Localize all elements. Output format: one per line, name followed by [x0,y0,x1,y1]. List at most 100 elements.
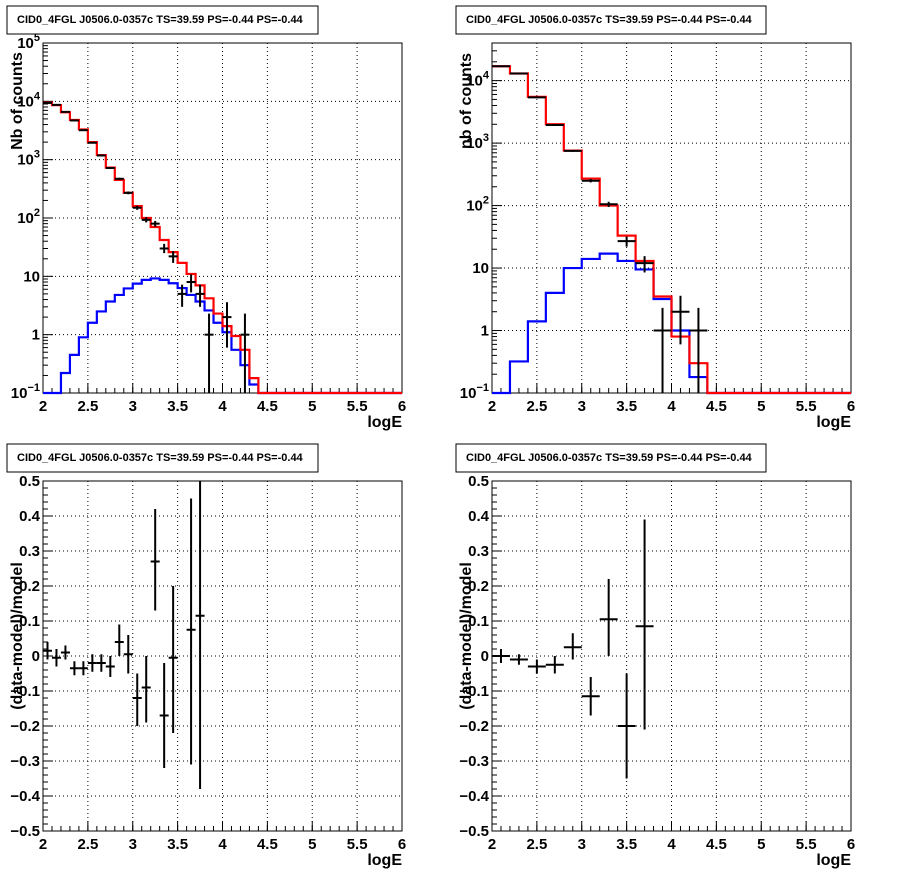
y-tick-label: −0.5 [459,823,489,840]
data-point [60,645,70,660]
data-point [581,179,600,183]
data-point [132,673,142,726]
x-tick-label: 5 [308,398,316,415]
y-tick-label: −0.1 [10,683,40,700]
y-tick-label: 105 [17,32,40,52]
y-tick-label: 0.1 [468,613,489,630]
y-axis-label: nb of counts [458,53,475,149]
data-point [141,217,151,223]
x-tick-label: 4.5 [257,398,278,415]
x-tick-label: 5.5 [347,836,368,853]
data-point [599,201,618,207]
y-tick-label: 0.3 [468,543,489,560]
data-point [150,220,160,227]
data-point [689,307,708,393]
data-point [186,498,196,765]
x-tick-label: 4 [667,398,676,415]
data-point [123,635,133,674]
y-tick-label: −0.4 [459,788,489,805]
y-axis-label: Nb of counts [9,52,26,150]
data-point [635,256,654,273]
x-tick-label: 3 [129,398,137,415]
data-point [105,656,115,677]
data-point [168,586,178,733]
x-tick-label: 3.5 [167,398,188,415]
data-point [527,659,546,674]
data-point [132,205,142,210]
data-point [168,251,178,263]
data-point [43,642,52,660]
x-tick-label: 3.5 [167,836,188,853]
data-point [51,649,61,667]
x-tick-label: 4.5 [257,836,278,853]
data-point [671,295,690,345]
x-tick-label: 4 [218,836,227,853]
chart-title: CID0_4FGL J0506.0-0357c TS=39.59 PS=-0.4… [466,14,753,26]
y-axis-label: (data-model)/model [9,562,26,710]
y-tick-label: −0.2 [10,718,40,735]
x-tick-label: 4.5 [706,398,727,415]
x-tick-label: 5 [757,398,765,415]
x-tick-label: 2 [488,398,496,415]
y-tick-label: −0.5 [10,823,40,840]
data-point [195,284,205,307]
data-point [69,119,79,122]
data-point [159,243,169,254]
x-tick-label: 3.5 [616,836,637,853]
x-tick-label: 5.5 [796,836,817,853]
x-tick-label: 2.5 [526,836,547,853]
data-point [563,149,582,152]
x-tick-label: 5.5 [347,398,368,415]
y-tick-label: 0.4 [468,508,490,525]
chart-title: CID0_4FGL J0506.0-0357c TS=39.59 PS=-0.4… [17,452,304,464]
x-tick-label: 4.5 [706,836,727,853]
data-point [563,633,582,660]
y-tick-label: 0.1 [19,613,40,630]
x-tick-label: 2.5 [77,836,98,853]
chart-title-box [455,443,767,473]
data-point [204,313,214,393]
x-tick-label: 3 [578,398,586,415]
data-point [653,307,672,393]
y-tick-label: 1 [481,323,489,340]
data-point [545,656,564,674]
y-tick-label: 10−1 [460,382,489,402]
x-axis-label: logE [816,414,851,431]
chart-title-box [6,5,319,35]
y-tick-label: 0.2 [19,578,40,595]
x-tick-label: 6 [398,398,406,415]
x-tick-label: 5 [308,836,316,853]
data-point [159,663,169,768]
y-tick-label: 102 [17,207,40,227]
data-point [150,509,160,611]
x-tick-label: 6 [847,398,855,415]
y-tick-label: 10 [472,260,489,277]
data-point [114,624,124,656]
y-tick-label: 10−1 [11,382,40,402]
data-point [96,654,106,672]
data-point [114,177,124,180]
data-point [545,123,564,126]
y-tick-label: 10 [23,268,40,285]
chart-title: CID0_4FGL J0506.0-0357c TS=39.59 PS=-0.4… [17,14,304,26]
data-point [177,284,187,307]
data-point [141,656,151,723]
data-point [617,236,636,247]
y-tick-label: 102 [466,195,489,215]
data-point [123,191,133,195]
total-model-histogram [492,65,851,395]
data-point [78,129,88,132]
x-tick-label: 4 [218,398,227,415]
data-point [51,103,61,106]
y-tick-label: −0.1 [459,683,489,700]
data-point [222,302,232,348]
data-point [617,673,636,779]
y-axis-label: (data-model)/model [458,562,475,710]
x-tick-label: 3 [578,836,586,853]
chart-panel-3: CID0_4FGL J0506.0-0357c TS=39.59 PS=-0.4… [6,443,406,869]
x-tick-label: 2 [488,836,496,853]
chart-panel-4: CID0_4FGL J0506.0-0357c TS=39.59 PS=-0.4… [455,443,855,869]
data-point [509,72,528,75]
x-tick-label: 2.5 [77,398,98,415]
